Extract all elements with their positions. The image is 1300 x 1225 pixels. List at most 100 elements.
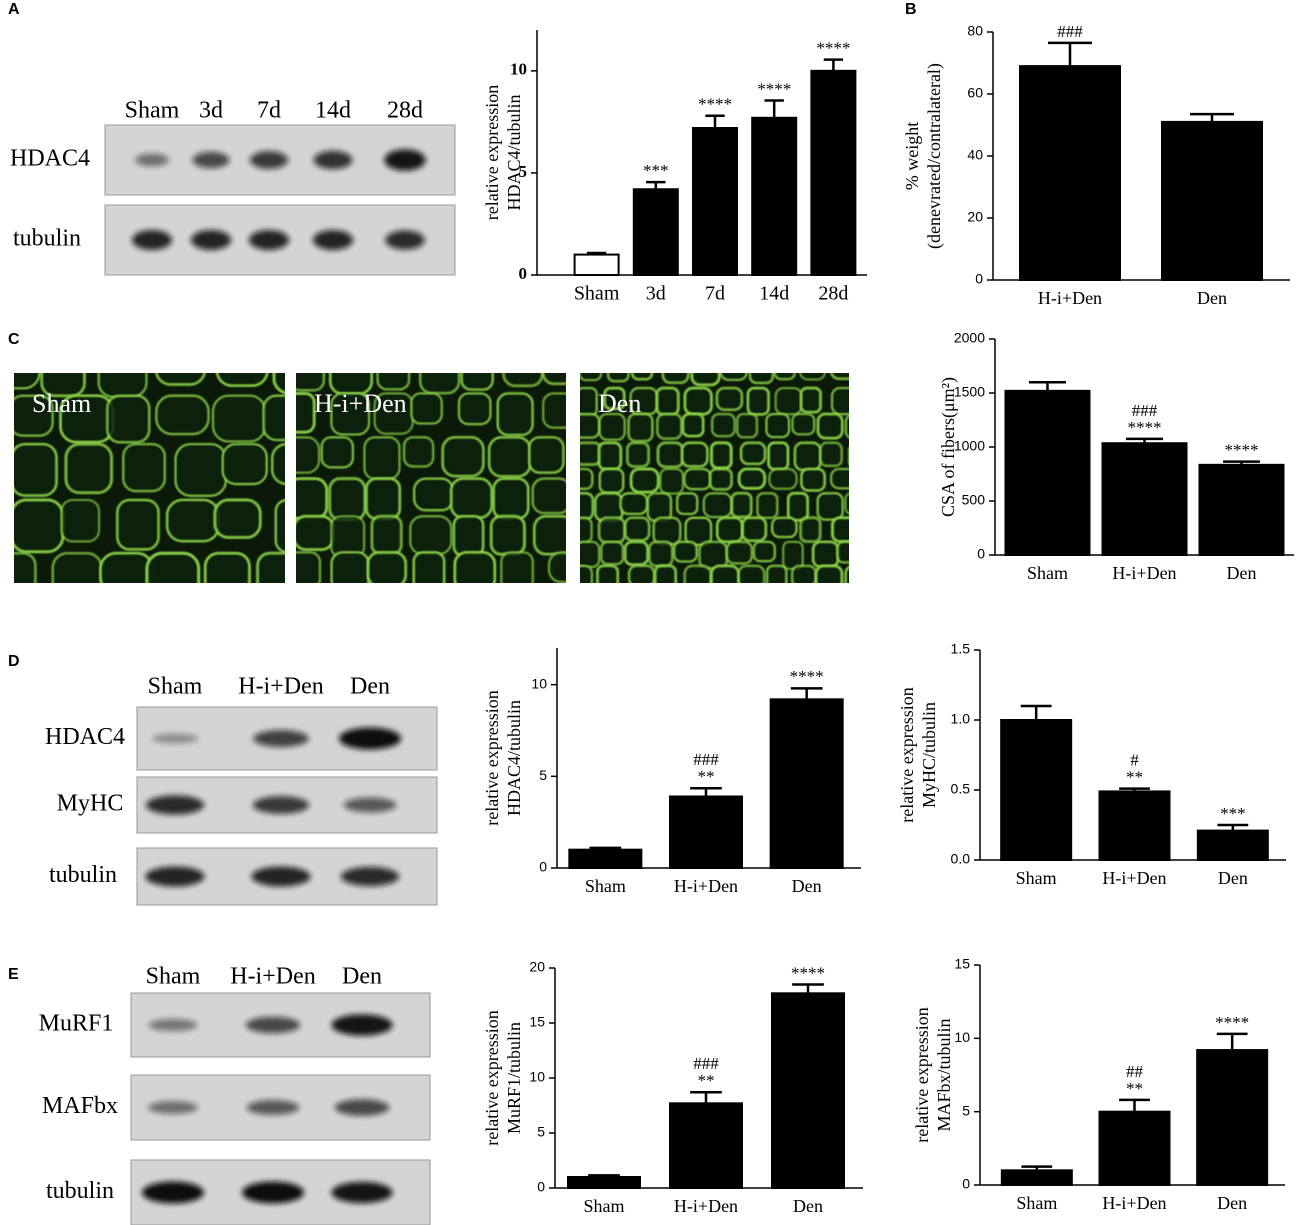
fiber <box>330 551 370 583</box>
lane-label: Sham <box>146 964 201 990</box>
x-tick-label: H-i+Den <box>674 1196 738 1216</box>
lane-label: 7d <box>257 98 281 124</box>
fiber <box>215 373 269 387</box>
y-tick-label: 10 <box>531 675 547 691</box>
fiber <box>597 441 623 471</box>
bar <box>1196 1049 1269 1186</box>
significance-label: # <box>1130 751 1139 770</box>
significance-label: **** <box>1225 440 1259 459</box>
x-tick-label: Den <box>1217 1193 1247 1213</box>
band <box>246 1100 300 1115</box>
significance-label: **** <box>757 79 791 98</box>
band <box>190 230 232 250</box>
band <box>142 1181 204 1204</box>
significance-label: ### <box>1057 22 1083 41</box>
fiber <box>765 412 791 439</box>
band <box>135 153 169 167</box>
bar <box>692 127 738 276</box>
fiber <box>799 516 822 544</box>
fiber <box>296 373 326 392</box>
y-tick-label: 5 <box>962 1102 970 1118</box>
fiber <box>51 551 103 583</box>
fiber <box>819 441 843 468</box>
fiber <box>746 386 770 416</box>
fiber <box>786 491 809 522</box>
fiber <box>816 412 844 440</box>
fiber <box>531 477 566 515</box>
fiber <box>710 412 736 438</box>
significance-label: ** <box>698 1071 715 1090</box>
fiber <box>596 564 620 583</box>
fiber <box>627 412 654 443</box>
y-tick-label: 0 <box>975 271 983 287</box>
x-tick-label: Den <box>793 1196 823 1216</box>
fiber <box>603 386 626 411</box>
fiber <box>623 516 651 542</box>
row-label: MyHC <box>57 791 124 817</box>
panel-label: D <box>8 653 20 670</box>
band <box>252 796 310 814</box>
x-tick-label: Den <box>1197 288 1227 308</box>
y-axis-label: HDAC4/tubulin <box>504 700 524 816</box>
fiber <box>710 564 741 583</box>
fiber <box>844 492 849 515</box>
fiber <box>741 516 768 543</box>
fiber <box>274 499 285 553</box>
fiber <box>793 441 822 472</box>
fiber <box>165 498 220 543</box>
fiber <box>14 498 65 554</box>
fiber <box>328 477 367 522</box>
fiber <box>773 373 796 381</box>
fiber <box>500 551 534 583</box>
fiber <box>106 394 151 444</box>
y-tick-label: 20 <box>967 209 983 225</box>
fibers <box>296 373 566 583</box>
fiber <box>680 441 709 468</box>
fiber <box>40 373 86 398</box>
y-tick-label: 1000 <box>954 438 985 454</box>
x-tick-label: 3d <box>646 283 666 305</box>
bar <box>1004 389 1091 556</box>
row-label: MAFbx <box>42 1093 118 1119</box>
fiber <box>681 412 705 438</box>
fiber <box>363 436 401 480</box>
y-tick-label: 0 <box>962 1176 970 1192</box>
y-tick-label: 1500 <box>954 384 985 400</box>
y-tick-label: 2000 <box>954 330 985 346</box>
fiber <box>97 373 148 398</box>
y-tick-label: 5 <box>537 1124 545 1140</box>
bar <box>568 848 643 870</box>
fiber <box>296 514 335 551</box>
fiber <box>452 514 485 557</box>
band <box>331 1181 393 1204</box>
fiber <box>99 551 155 583</box>
y-tick-label: 80 <box>967 23 983 39</box>
fiber <box>737 564 766 583</box>
x-tick-label: Sham <box>1016 868 1057 888</box>
fiber <box>365 477 402 521</box>
x-tick-label: Den <box>1218 868 1248 888</box>
fiber <box>768 467 798 490</box>
band <box>148 1018 198 1032</box>
fiber <box>580 467 594 491</box>
fiber <box>296 551 322 583</box>
fiber <box>831 516 849 543</box>
fiber <box>487 435 532 478</box>
fiber <box>683 467 712 491</box>
row-label: MuRF1 <box>39 1011 114 1037</box>
fiber <box>532 514 566 556</box>
fiber <box>673 540 698 563</box>
y-tick-label: 0 <box>977 546 985 562</box>
y-tick-label: 5 <box>539 767 547 783</box>
fiber <box>413 477 455 512</box>
bar <box>632 188 679 276</box>
y-tick-label: 15 <box>529 1014 545 1030</box>
fiber <box>402 436 435 468</box>
fiber <box>715 516 744 544</box>
bar <box>1101 442 1188 556</box>
fiber <box>710 441 733 470</box>
fiber <box>441 435 485 478</box>
band <box>339 727 401 750</box>
